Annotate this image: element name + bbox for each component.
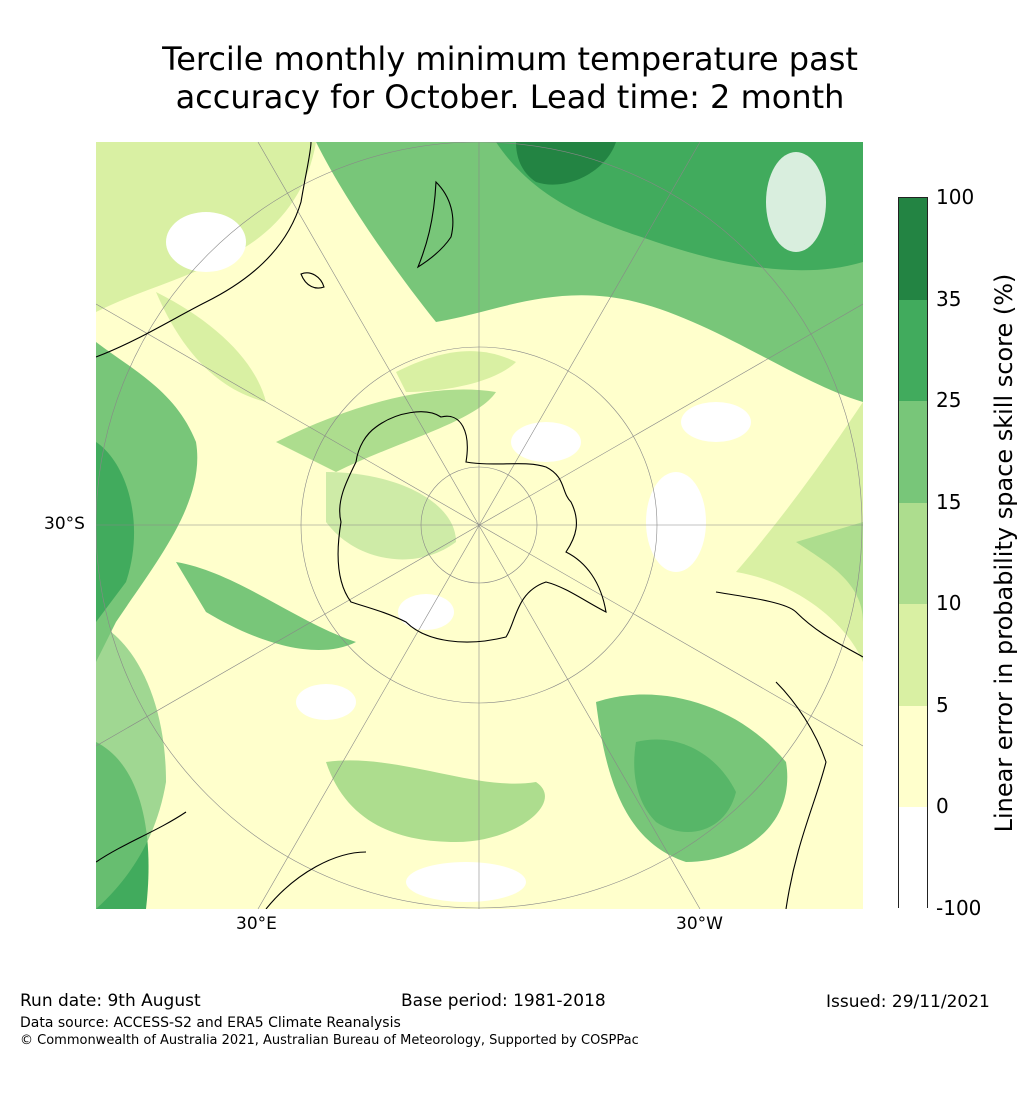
- colorbar-tick: 0: [936, 794, 949, 819]
- coastlines: [96, 142, 863, 909]
- colorbar-bin: [899, 807, 927, 909]
- colorbar-bin: [899, 604, 927, 706]
- colorbar: [898, 197, 928, 909]
- colorbar-bin: [899, 198, 927, 300]
- colorbar-tick: 5: [936, 692, 949, 717]
- colorbar-bin: [899, 401, 927, 503]
- skill-field: [96, 142, 863, 909]
- antarctica-coast: [337, 411, 607, 643]
- base-period: Base period: 1981-2018: [401, 991, 606, 1011]
- colorbar-bin: [899, 299, 927, 402]
- data-source: Data source: ACCESS-S2 and ERA5 Climate …: [20, 1015, 401, 1031]
- australia-coast: [96, 142, 312, 358]
- lat-tick-label: 30°S: [44, 514, 85, 534]
- colorbar-tick: 15: [936, 489, 962, 514]
- colorbar-tick: 100: [936, 185, 975, 209]
- colorbar-bin: [899, 502, 927, 605]
- colorbar-tick: -100: [936, 896, 982, 920]
- colorbar-title: Linear error in probability space skill …: [990, 274, 1020, 833]
- south-america-coast: [715, 591, 863, 909]
- colorbar-label: Linear error in probability space skill …: [990, 273, 1018, 833]
- new-zealand-coast: [416, 180, 454, 269]
- colorbar-tick: 10: [936, 591, 962, 616]
- run-date: Run date: 9th August: [20, 991, 201, 1011]
- title-line-1: Tercile monthly minimum temperature past: [162, 40, 858, 78]
- tasmania-coast: [300, 272, 325, 289]
- map-svg: [96, 142, 863, 909]
- lon-tick-label-east: 30°E: [236, 914, 277, 934]
- colorbar-bin: [899, 705, 927, 808]
- copyright: © Commonwealth of Australia 2021, Austra…: [20, 1033, 639, 1048]
- chart-title: Tercile monthly minimum temperature past…: [0, 40, 1020, 116]
- africa-coast: [96, 811, 367, 909]
- issued-date: Issued: 29/11/2021: [826, 992, 990, 1012]
- map-panel: [96, 142, 863, 909]
- title-line-2: accuracy for October. Lead time: 2 month: [175, 78, 845, 116]
- lon-tick-label-west: 30°W: [676, 914, 723, 934]
- graticule: [96, 142, 863, 909]
- colorbar-tick: 35: [936, 286, 962, 311]
- colorbar-tick: 25: [936, 388, 962, 413]
